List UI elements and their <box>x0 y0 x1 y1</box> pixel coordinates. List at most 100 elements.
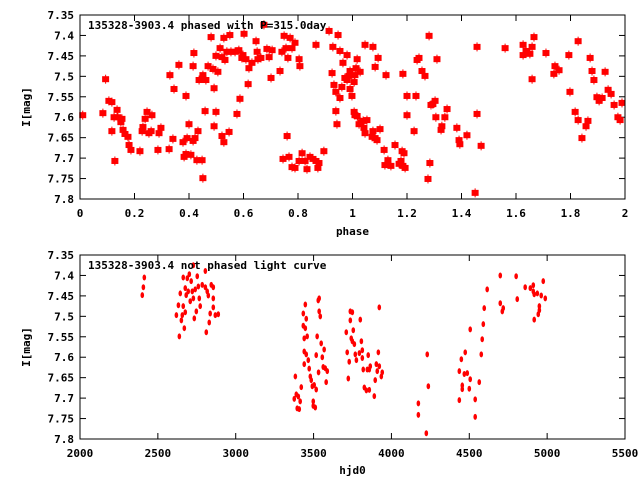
error-bar <box>601 93 603 103</box>
data-point <box>203 284 208 291</box>
data-point <box>531 282 536 289</box>
error-bar <box>204 106 206 116</box>
error-bar <box>223 33 225 43</box>
x-tick-label: 4000 <box>378 447 405 460</box>
error-bar <box>213 83 215 93</box>
data-point <box>303 301 308 308</box>
error-bar <box>158 128 160 138</box>
data-point <box>211 295 216 302</box>
data-point <box>543 295 548 302</box>
plot-frame <box>79 254 626 440</box>
data-point <box>206 292 211 299</box>
error-bar <box>415 91 417 101</box>
data-point <box>366 352 371 359</box>
error-bar <box>287 53 289 63</box>
y-axis-label: I[mag] <box>20 87 33 127</box>
error-bar <box>332 42 334 52</box>
error-bar <box>476 109 478 119</box>
error-bar <box>421 66 423 76</box>
data-point <box>142 274 147 281</box>
error-bar <box>359 67 361 77</box>
error-bar <box>151 110 153 120</box>
error-bar <box>390 161 392 171</box>
data-point <box>318 313 323 320</box>
error-bar <box>418 53 420 63</box>
y-axis-label: I[mag] <box>20 327 33 367</box>
error-bar <box>387 155 389 165</box>
error-bar <box>139 146 141 156</box>
error-bar <box>242 50 244 60</box>
data-point <box>416 411 421 418</box>
error-bar <box>213 121 215 131</box>
error-bar <box>283 31 285 41</box>
error-bar <box>372 42 374 52</box>
data-point <box>380 369 385 376</box>
error-bar <box>441 121 443 131</box>
y-tick-label: 7.5 <box>54 310 74 323</box>
error-bar <box>228 127 230 137</box>
data-point <box>211 304 216 311</box>
x-tick-label: 1.8 <box>561 207 581 220</box>
error-bar <box>282 154 284 164</box>
data-point <box>368 363 373 370</box>
error-bar <box>444 112 446 122</box>
error-bar <box>243 29 245 39</box>
error-bar <box>376 135 378 145</box>
error-bar <box>331 68 333 78</box>
error-bar <box>585 121 587 131</box>
error-bar <box>384 160 386 170</box>
data-point <box>473 396 478 403</box>
data-point <box>190 288 195 295</box>
error-bar <box>207 61 209 71</box>
error-bar <box>466 130 468 140</box>
y-tick-label: 7.8 <box>54 193 74 206</box>
error-bar <box>377 53 379 63</box>
data-point <box>307 365 312 372</box>
data-point <box>182 325 187 332</box>
error-bar <box>190 150 192 160</box>
error-bar <box>349 66 351 76</box>
x-tick-label: 0.4 <box>179 207 199 220</box>
y-tick-label: 7.55 <box>48 91 75 104</box>
error-bar <box>568 50 570 60</box>
error-bar <box>424 71 426 81</box>
data-point <box>305 333 309 340</box>
error-bar <box>346 50 348 60</box>
data-point <box>200 281 205 288</box>
error-bar <box>223 137 225 147</box>
error-bar <box>480 141 482 151</box>
data-point <box>302 335 307 342</box>
error-bar <box>141 126 143 136</box>
y-tick-label: 7.4 <box>54 269 74 282</box>
error-bar <box>192 61 194 71</box>
error-bar <box>150 126 152 136</box>
data-point <box>480 336 485 343</box>
error-bar <box>102 108 104 118</box>
data-point <box>140 292 145 299</box>
error-bar <box>356 54 358 64</box>
data-point <box>532 316 537 323</box>
error-bar <box>185 149 187 159</box>
plot-title: 135328-3903.4 not phased light curve <box>88 259 327 272</box>
error-bar <box>427 174 429 184</box>
data-point <box>316 297 321 304</box>
data-point <box>195 273 200 280</box>
error-bar <box>201 155 203 165</box>
error-bar <box>298 54 300 64</box>
x-tick-label: 1.2 <box>397 207 417 220</box>
error-bar <box>128 140 130 150</box>
error-bar <box>266 44 268 54</box>
error-bar <box>279 66 281 76</box>
error-bar <box>117 112 119 122</box>
data-point <box>468 376 473 383</box>
error-bar <box>226 47 228 57</box>
error-bar <box>270 73 272 83</box>
error-bar <box>198 75 200 85</box>
plot-phased: 7.35 7.4 7.45 7.5 7.55 7.6 7.65 7.7 7.75 7.80 0.2 0… <box>20 9 628 238</box>
data-point <box>183 285 188 292</box>
error-bar <box>219 43 221 53</box>
data-point <box>293 373 298 380</box>
data-point <box>374 361 379 368</box>
data-point <box>197 295 202 302</box>
data-point <box>183 309 188 316</box>
